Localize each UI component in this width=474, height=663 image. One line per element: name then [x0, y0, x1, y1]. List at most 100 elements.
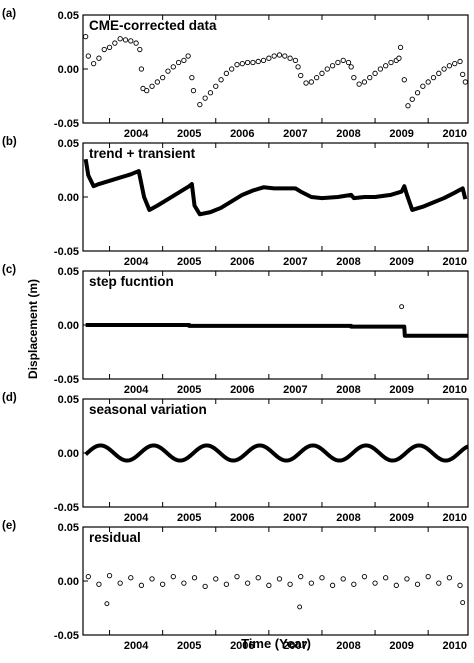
data-point: [112, 40, 118, 46]
data-point: [117, 36, 123, 42]
data-point: [361, 574, 368, 580]
x-tick-label: 2005: [177, 256, 201, 268]
data-point: [430, 74, 437, 81]
data-point: [185, 53, 191, 59]
x-tick-label: 2004: [124, 512, 149, 524]
data-point: [308, 580, 314, 586]
data-point: [446, 63, 453, 69]
y-tick-label: 0.05: [58, 394, 79, 406]
outlier-point: [399, 304, 405, 310]
data-point: [137, 46, 143, 53]
data-point: [393, 582, 399, 588]
data-point: [420, 83, 426, 89]
data-point: [351, 74, 357, 81]
data-point: [361, 79, 368, 85]
x-tick-label: 2009: [389, 256, 413, 268]
data-point: [383, 63, 389, 69]
x-tick-label: 2008: [336, 128, 360, 140]
data-point: [255, 58, 261, 65]
x-tick-label: 2009: [389, 640, 413, 652]
outlier-point: [297, 604, 303, 610]
data-point: [266, 582, 272, 588]
outlier-point: [460, 600, 466, 606]
x-tick-label: 2004: [124, 384, 149, 396]
data-point: [414, 581, 421, 587]
data-point: [101, 46, 107, 53]
data-point: [117, 580, 123, 586]
y-tick-label: -0.05: [54, 502, 79, 514]
panel-5: 2004 2005 2006 2007 2008 2009 2010 0.05 0.00 -0.0…: [2, 520, 469, 652]
panel-title: residual: [89, 530, 141, 545]
data-point: [255, 575, 261, 581]
x-axis-label: Time (Year): [241, 636, 311, 651]
data-point: [377, 66, 384, 72]
data-point: [409, 96, 415, 102]
data-point: [271, 53, 277, 59]
x-tick-label: 2007: [283, 512, 307, 524]
data-point: [340, 57, 346, 64]
x-tick-label: 2010: [442, 640, 466, 652]
data-point: [335, 59, 341, 66]
data-point: [170, 64, 176, 70]
panel-label: (d): [2, 392, 17, 404]
y-axis-label: Displacement (m): [26, 279, 40, 379]
data-point: [229, 66, 235, 72]
panel-title: seasonal variation: [89, 402, 207, 417]
data-point: [138, 66, 145, 72]
x-tick-label: 2010: [442, 512, 466, 524]
x-tick-label: 2005: [177, 128, 201, 140]
data-point: [462, 79, 468, 85]
data-point: [181, 580, 187, 586]
y-tick-label: -0.05: [54, 374, 79, 386]
data-point: [446, 575, 453, 581]
data-point: [234, 62, 240, 68]
panel-4: 2004 2005 2006 2007 2008 2009 2010 0.05 0.00 -0.0…: [2, 392, 470, 524]
data-point: [175, 59, 182, 66]
data-point: [83, 33, 89, 40]
data-point: [250, 59, 256, 66]
data-point: [202, 583, 208, 590]
x-tick-label: 2009: [389, 384, 413, 396]
x-tick-label: 2007: [283, 384, 307, 396]
data-point: [372, 70, 378, 76]
x-tick-label: 2005: [177, 512, 201, 524]
data-point: [298, 72, 304, 79]
data-point: [244, 580, 251, 586]
y-tick-label: -0.05: [54, 630, 79, 642]
data-point: [85, 574, 91, 580]
x-tick-label: 2010: [442, 384, 466, 396]
data-point: [351, 581, 357, 587]
data-point: [133, 40, 139, 46]
series-line: [85, 323, 468, 338]
data-point: [96, 581, 102, 587]
y-tick-label: 0.00: [58, 192, 79, 204]
data-point: [314, 74, 320, 81]
data-point: [138, 582, 145, 588]
data-point: [457, 582, 463, 588]
panel-2: 2004 2005 2006 2007 2008 2009 2010 0.05 0.00 -0.0…: [2, 136, 469, 268]
panel-title: CME-corrected data: [89, 18, 217, 33]
data-point: [128, 575, 134, 581]
data-point: [266, 55, 272, 61]
data-point: [340, 576, 346, 582]
data-point: [181, 57, 187, 64]
x-tick-label: 2008: [336, 640, 360, 652]
y-tick-label: -0.05: [54, 118, 79, 130]
data-point: [345, 59, 352, 66]
data-point: [329, 582, 336, 588]
panel-title: trend + transient: [89, 146, 196, 161]
data-point: [190, 87, 197, 94]
data-point: [303, 80, 309, 86]
data-point: [144, 87, 150, 94]
x-tick-label: 2009: [389, 128, 413, 140]
data-point: [457, 58, 463, 65]
x-tick-label: 2010: [442, 128, 466, 140]
data-point: [202, 95, 208, 101]
y-tick-label: 0.05: [58, 10, 79, 22]
data-point: [260, 57, 267, 64]
data-point: [85, 53, 91, 59]
data-point: [319, 70, 325, 76]
data-point: [189, 74, 195, 81]
data-point: [308, 79, 314, 85]
